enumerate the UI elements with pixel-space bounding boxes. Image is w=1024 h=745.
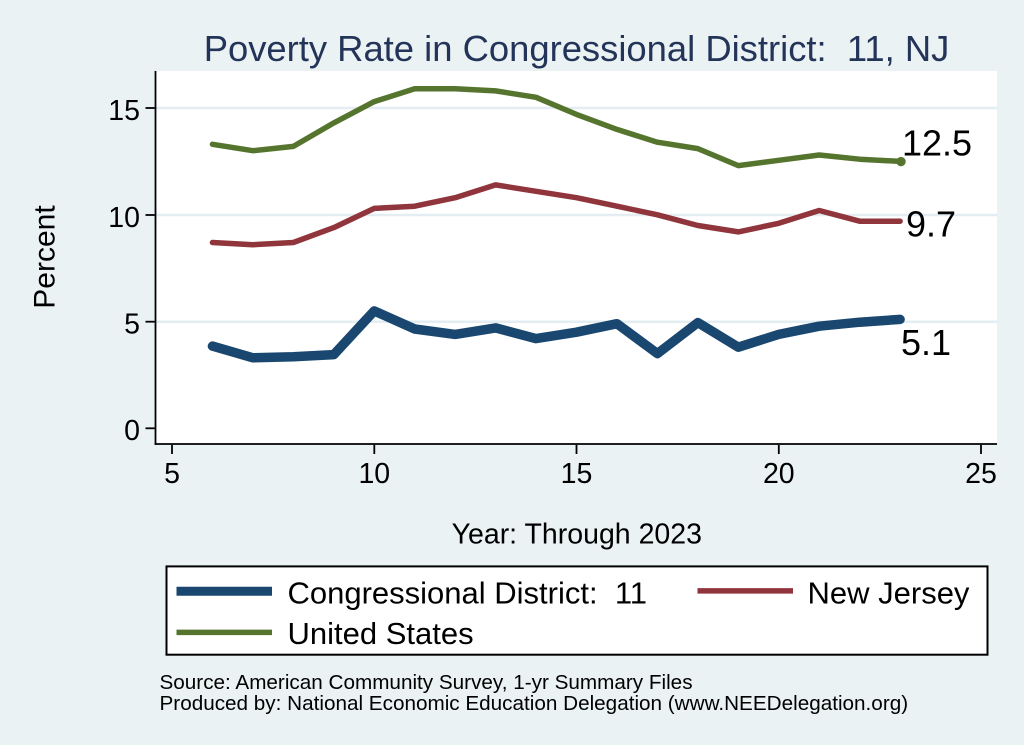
- svg-text:Source: American Community Sur: Source: American Community Survey, 1-yr …: [160, 671, 693, 694]
- svg-text:Congressional District: 11: Congressional District: 11: [288, 576, 648, 611]
- svg-text:United States: United States: [288, 616, 474, 651]
- svg-text:Poverty Rate in Congressional: Poverty Rate in Congressional District: …: [204, 28, 950, 69]
- svg-text:12.5: 12.5: [902, 123, 972, 164]
- svg-text:25: 25: [965, 458, 997, 490]
- svg-text:Year: Through 2023: Year: Through 2023: [452, 519, 702, 551]
- svg-text:9.7: 9.7: [906, 204, 956, 245]
- svg-text:15: 15: [108, 95, 140, 127]
- svg-text:5: 5: [164, 458, 180, 490]
- svg-text:0: 0: [124, 415, 140, 447]
- svg-text:15: 15: [561, 458, 593, 490]
- svg-text:10: 10: [358, 458, 390, 490]
- svg-text:Percent: Percent: [28, 205, 61, 309]
- svg-text:5.1: 5.1: [901, 322, 951, 363]
- svg-text:10: 10: [108, 202, 140, 234]
- svg-text:20: 20: [763, 458, 795, 490]
- svg-text:Produced by: National Economic: Produced by: National Economic Education…: [160, 692, 909, 715]
- svg-text:New Jersey: New Jersey: [808, 576, 970, 611]
- svg-text:5: 5: [124, 309, 140, 341]
